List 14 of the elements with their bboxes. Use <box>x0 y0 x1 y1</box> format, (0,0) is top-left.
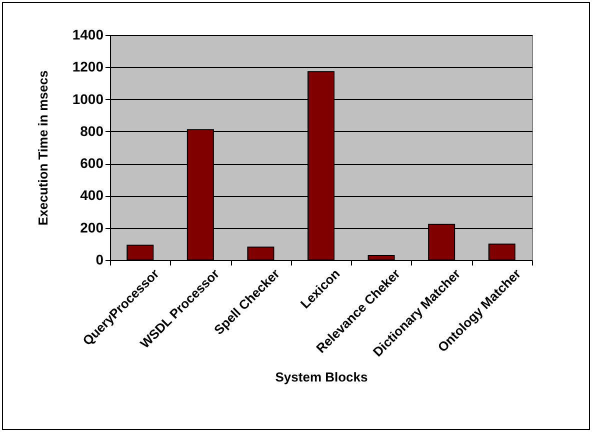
bar <box>488 244 516 260</box>
y-axis-title: Execution Time in msecs <box>35 70 50 226</box>
y-tick-label: 1200 <box>72 58 104 75</box>
bar <box>126 244 154 260</box>
bar <box>247 246 274 260</box>
y-tick-label: 1000 <box>72 90 104 107</box>
x-axis-title: System Blocks <box>275 369 368 384</box>
bar <box>368 255 395 260</box>
y-tick-label: 600 <box>80 155 104 172</box>
y-tick-label: 200 <box>80 219 104 236</box>
y-tick-label: 400 <box>80 187 104 204</box>
y-tick-label: 1400 <box>72 26 104 42</box>
y-tick-label: 800 <box>80 122 104 139</box>
y-tick-label: 0 <box>96 252 104 268</box>
